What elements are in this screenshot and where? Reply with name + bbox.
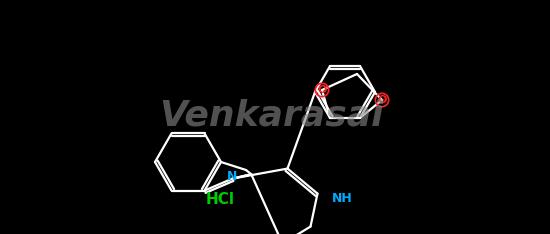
Text: HCl: HCl (206, 193, 234, 208)
Text: N: N (227, 170, 238, 183)
Text: NH: NH (332, 192, 352, 205)
Text: O: O (317, 85, 327, 95)
Text: Venkarasai: Venkarasai (160, 98, 384, 132)
Text: O: O (377, 95, 387, 105)
